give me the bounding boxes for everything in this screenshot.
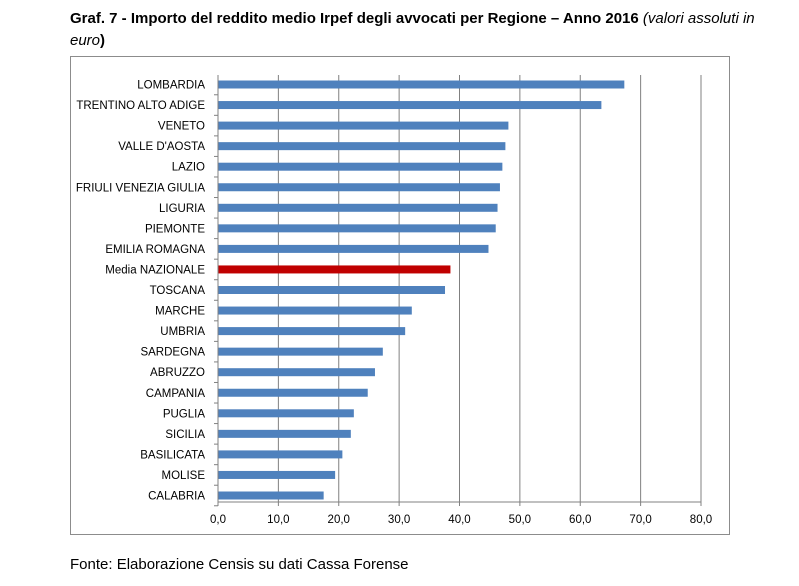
category-label: CALABRIA [148, 491, 205, 503]
bar [218, 121, 509, 130]
bar [218, 80, 625, 89]
chart-title-main: Graf. 7 - Importo del reddito medio Irpe… [70, 10, 639, 27]
bar [218, 306, 412, 315]
category-label: UMBRIA [160, 326, 205, 338]
category-label: FRIULI VENEZIA GIULIA [76, 182, 205, 194]
chart-frame: 0,0 10,0 20,0 30,0 40,0 50,0 60,0 70,0 80,0 LOMBA… [70, 56, 730, 535]
bar [218, 491, 324, 500]
x-tick-label: 40,0 [448, 514, 470, 526]
category-label: LAZIO [172, 162, 205, 174]
category-label: TOSCANA [150, 285, 206, 297]
chart-title: Graf. 7 - Importo del reddito medio Irpe… [70, 8, 760, 52]
bar [218, 142, 506, 151]
bar [218, 347, 383, 356]
chart-title-close: ) [100, 32, 106, 49]
category-label: Media NAZIONALE [105, 264, 205, 276]
bar [218, 286, 446, 294]
bar [218, 183, 500, 192]
bar [218, 244, 489, 253]
category-label: LIGURIA [159, 203, 205, 215]
x-tick-label: 0,0 [210, 514, 226, 526]
x-tick-label: 10,0 [267, 514, 289, 526]
category-label: PUGLIA [163, 408, 206, 420]
x-tick-label: 20,0 [328, 514, 350, 526]
bar [218, 470, 336, 479]
bar [218, 409, 354, 418]
bar-highlight [218, 265, 451, 274]
x-tick-label: 60,0 [569, 514, 591, 526]
category-label: SICILIA [165, 429, 205, 441]
bar [218, 162, 503, 171]
category-label: BASILICATA [140, 449, 205, 461]
bar [218, 203, 498, 212]
category-label: CAMPANIA [146, 388, 206, 400]
category-label: SARDEGNA [140, 347, 205, 359]
bar-chart: 0,0 10,0 20,0 30,0 40,0 50,0 60,0 70,0 80,0 LOMBA… [76, 75, 712, 526]
x-tick-label: 50,0 [509, 514, 531, 526]
bar [218, 429, 351, 438]
x-tick-label: 80,0 [690, 514, 712, 526]
x-tick-label: 30,0 [388, 514, 410, 526]
category-label: EMILIA ROMAGNA [105, 244, 205, 256]
category-label: MARCHE [155, 306, 205, 318]
bar [218, 368, 375, 377]
category-label: MOLISE [162, 470, 206, 482]
bar [218, 224, 496, 233]
category-label: TRENTINO ALTO ADIGE [76, 100, 205, 112]
x-tick-label: 70,0 [629, 514, 651, 526]
bar [218, 388, 368, 397]
source-note: Fonte: Elaborazione Censis su dati Cassa… [70, 556, 409, 573]
category-label: ABRUZZO [150, 367, 205, 379]
bar [218, 101, 602, 110]
category-label: VENETO [158, 121, 205, 133]
category-label: VALLE D'AOSTA [118, 141, 205, 153]
category-label: LOMBARDIA [137, 80, 205, 92]
bar [218, 327, 406, 336]
chart-title-note: (valori assoluti in euro [70, 10, 755, 49]
category-label: PIEMONTE [145, 223, 205, 235]
bar [218, 450, 343, 459]
